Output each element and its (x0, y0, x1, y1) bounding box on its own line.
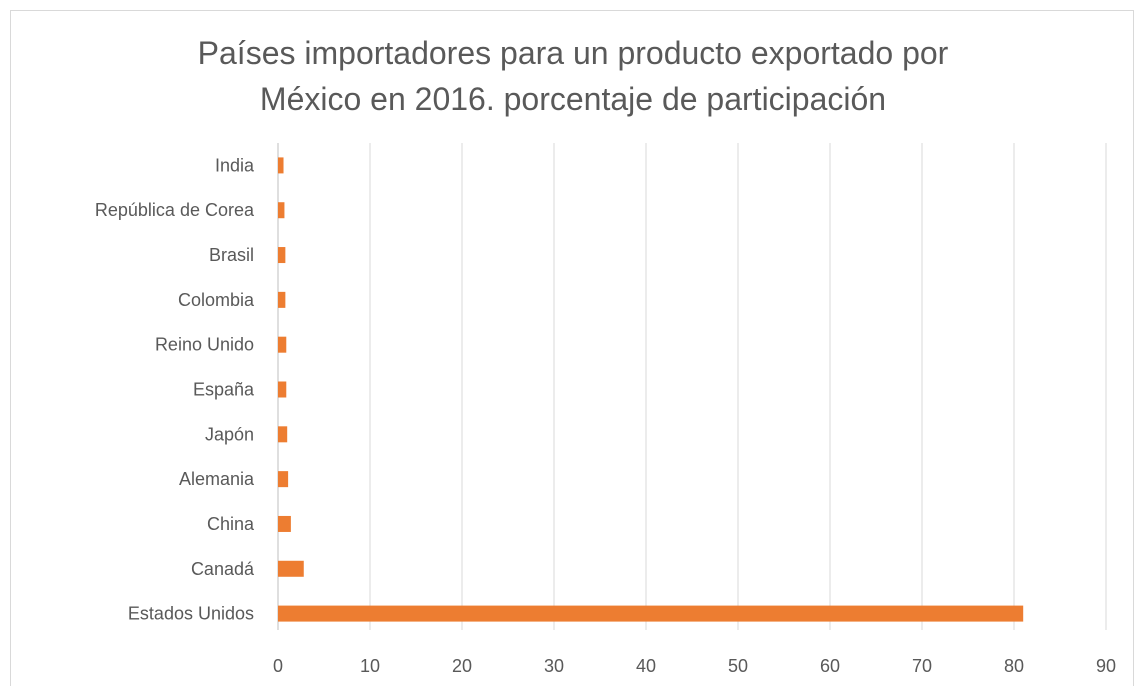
x-tick-label: 40 (636, 656, 656, 676)
x-tick-label: 0 (273, 656, 283, 676)
category-label: Brasil (209, 245, 254, 265)
category-labels: India República de Corea Brasil Colombia Rei… (95, 155, 255, 623)
category-label: Alemania (179, 469, 255, 489)
category-label: España (193, 380, 255, 400)
bar (278, 291, 286, 308)
bars (278, 157, 1024, 622)
bar (278, 560, 304, 577)
x-tick-label: 70 (912, 656, 932, 676)
bar (278, 157, 284, 174)
x-tick-label: 50 (728, 656, 748, 676)
bar (278, 515, 291, 532)
x-tick-label: 60 (820, 656, 840, 676)
category-label: India (215, 155, 255, 175)
x-tick-label: 30 (544, 656, 564, 676)
chart-frame (10, 10, 1134, 686)
x-tick-label: 10 (360, 656, 380, 676)
gridlines (277, 143, 1107, 630)
category-label: Japón (205, 424, 254, 444)
x-tick-label: 20 (452, 656, 472, 676)
bar (278, 605, 1024, 622)
x-tick-labels: 0 10 20 30 40 50 60 70 80 90 (273, 656, 1116, 676)
bar (278, 426, 288, 443)
chart-title: Países importadores para un producto exp… (0, 30, 1146, 122)
bar (278, 202, 285, 219)
category-label: Estados Unidos (128, 604, 254, 624)
x-tick-label: 80 (1004, 656, 1024, 676)
category-label: Reino Unido (155, 335, 254, 355)
category-label: Canadá (191, 559, 255, 579)
chart-title-line-2: México en 2016. porcentaje de participac… (259, 81, 887, 117)
bar (278, 247, 286, 264)
bar (278, 381, 287, 398)
chart-title-line-1: Países importadores para un producto exp… (197, 35, 949, 71)
category-label: China (207, 514, 255, 534)
x-tick-label: 90 (1096, 656, 1116, 676)
bar (278, 471, 289, 488)
bar (278, 336, 287, 353)
category-label: Colombia (178, 290, 255, 310)
category-label: República de Corea (95, 200, 255, 220)
